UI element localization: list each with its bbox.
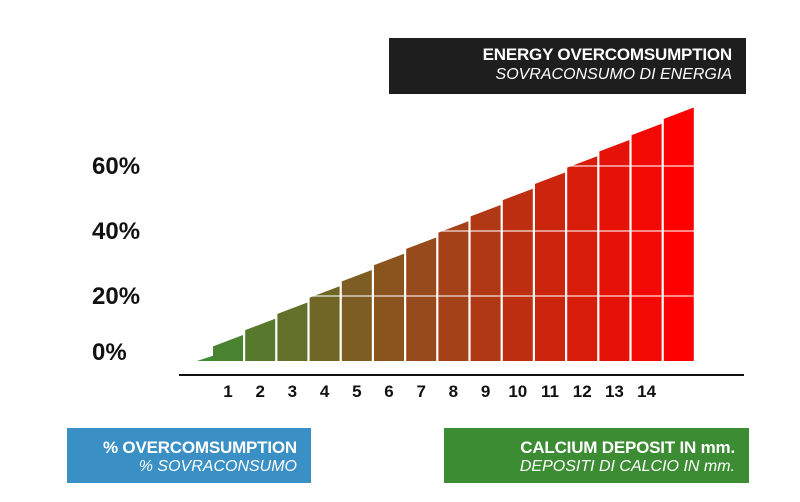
x-tick-label: 10 bbox=[508, 382, 527, 401]
bar bbox=[213, 335, 243, 361]
grid-lines bbox=[179, 165, 746, 297]
x-tick-label: 11 bbox=[541, 382, 559, 401]
chart-title-box: ENERGY OVERCOMSUMPTION SOVRACONSUMO DI E… bbox=[389, 38, 746, 94]
bars bbox=[196, 107, 694, 361]
y-tick-labels: 0% 20% 40% 60% bbox=[92, 153, 140, 366]
bar bbox=[470, 205, 501, 361]
x-tick-label: 7 bbox=[416, 382, 425, 401]
bar bbox=[567, 156, 598, 361]
bar bbox=[245, 318, 276, 361]
bar bbox=[535, 172, 565, 361]
y-axis-legend-line1: % OVERCOMSUMPTION bbox=[102, 438, 297, 457]
chart-subtitle: SOVRACONSUMO DI ENERGIA bbox=[495, 66, 732, 83]
y-tick-label: 40% bbox=[92, 218, 140, 245]
bar bbox=[502, 188, 533, 361]
x-tick-label: 3 bbox=[288, 382, 297, 401]
x-axis-legend-line1: CALCIUM DEPOSIT IN mm. bbox=[520, 438, 735, 457]
x-axis-legend-line2: DEPOSITI DI CALCIO IN mm. bbox=[519, 458, 735, 475]
x-tick-label: 13 bbox=[605, 382, 624, 401]
bar bbox=[631, 123, 662, 361]
x-tick-label: 8 bbox=[449, 382, 458, 401]
x-tick-label: 12 bbox=[573, 382, 592, 401]
x-tick-label: 6 bbox=[384, 382, 393, 401]
bar bbox=[438, 221, 469, 361]
x-tick-label: 9 bbox=[481, 382, 490, 401]
bar bbox=[663, 107, 694, 361]
bar bbox=[277, 302, 308, 361]
x-tick-labels: 1 2 3 4 5 6 7 8 9 10 11 12 13 14 bbox=[223, 382, 656, 401]
y-tick-label: 0% bbox=[92, 339, 127, 366]
x-tick-label: 2 bbox=[255, 382, 264, 401]
x-tick-label: 5 bbox=[352, 382, 361, 401]
y-tick-label: 20% bbox=[92, 283, 140, 310]
x-tick-label: 4 bbox=[320, 382, 330, 401]
bar bbox=[341, 270, 372, 361]
bar bbox=[599, 140, 630, 361]
bar bbox=[309, 286, 340, 361]
x-tick-label: 1 bbox=[223, 382, 232, 401]
x-tick-label: 14 bbox=[637, 382, 656, 401]
bar bbox=[374, 253, 404, 361]
y-axis-legend-line2: % SOVRACONSUMO bbox=[138, 458, 297, 475]
y-axis-legend: % OVERCOMSUMPTION % SOVRACONSUMO bbox=[67, 428, 311, 483]
x-axis-legend: CALCIUM DEPOSIT IN mm. DEPOSITI DI CALCI… bbox=[444, 428, 749, 483]
bar bbox=[406, 237, 437, 361]
y-tick-label: 60% bbox=[92, 153, 140, 180]
chart-title: ENERGY OVERCOMSUMPTION bbox=[482, 45, 733, 64]
